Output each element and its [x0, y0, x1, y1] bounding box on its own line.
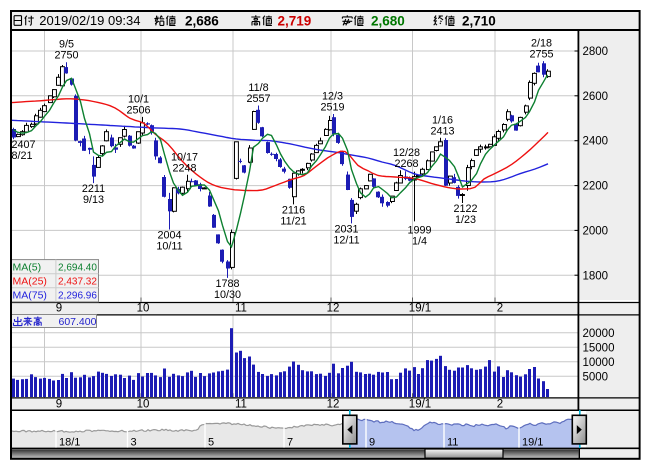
svg-text:9: 9	[56, 399, 62, 411]
svg-text:2413: 2413	[430, 125, 454, 137]
svg-text:2407: 2407	[12, 139, 36, 151]
svg-text:10: 10	[137, 399, 150, 411]
svg-text:1788: 1788	[215, 278, 239, 290]
svg-text:10000: 10000	[583, 357, 615, 369]
svg-text:2122: 2122	[453, 203, 477, 215]
svg-text:9/13: 9/13	[83, 194, 104, 206]
svg-text:8/21: 8/21	[12, 150, 33, 162]
svg-text:15000: 15000	[583, 342, 615, 354]
svg-text:MA(5): MA(5)	[13, 261, 42, 273]
svg-text:10/11: 10/11	[156, 241, 182, 253]
svg-text:2200: 2200	[583, 181, 609, 193]
svg-text:19/1: 19/1	[409, 399, 431, 411]
svg-text:1/23: 1/23	[455, 214, 476, 226]
svg-text:2755: 2755	[529, 49, 553, 61]
svg-text:12/11: 12/11	[333, 234, 359, 246]
svg-text:9: 9	[56, 302, 62, 314]
svg-text:5: 5	[208, 437, 214, 449]
svg-text:1800: 1800	[583, 270, 609, 282]
svg-text:10/17: 10/17	[171, 151, 198, 163]
svg-text:2019/02/19 09:34: 2019/02/19 09:34	[39, 13, 140, 28]
svg-text:1/16: 1/16	[432, 114, 453, 126]
svg-text:3: 3	[131, 437, 137, 449]
svg-text:11/8: 11/8	[248, 82, 268, 94]
svg-text:1999: 1999	[407, 225, 431, 237]
svg-text:607.400: 607.400	[59, 316, 97, 328]
svg-text:11: 11	[447, 437, 458, 449]
svg-text:2004: 2004	[157, 230, 181, 242]
svg-text:2519: 2519	[320, 102, 344, 114]
svg-text:2268: 2268	[394, 158, 418, 170]
svg-text:2248: 2248	[172, 162, 196, 174]
svg-text:2,686: 2,686	[185, 13, 219, 28]
svg-text:1/4: 1/4	[412, 236, 427, 248]
svg-text:2/18: 2/18	[531, 38, 552, 50]
svg-text:10: 10	[137, 302, 150, 314]
svg-text:20000: 20000	[583, 328, 615, 340]
svg-text:19/1: 19/1	[409, 302, 431, 314]
svg-text:12/3: 12/3	[322, 91, 343, 103]
svg-text:11: 11	[235, 399, 247, 411]
svg-text:7: 7	[287, 437, 293, 449]
svg-text:2: 2	[497, 302, 503, 314]
svg-text:2031: 2031	[334, 223, 358, 235]
svg-text:2600: 2600	[583, 91, 609, 103]
svg-text:9/5: 9/5	[59, 39, 74, 51]
svg-text:2,694.40: 2,694.40	[58, 262, 97, 273]
svg-text:2750: 2750	[54, 50, 78, 62]
svg-text:11/21: 11/21	[280, 215, 306, 227]
svg-text:MA(25): MA(25)	[13, 275, 47, 287]
svg-text:2,719: 2,719	[278, 13, 312, 28]
svg-text:2116: 2116	[282, 204, 305, 216]
svg-text:2,437.32: 2,437.32	[58, 276, 97, 287]
svg-text:2: 2	[497, 399, 503, 411]
svg-text:10/30: 10/30	[214, 289, 241, 301]
svg-text:2,680: 2,680	[371, 13, 405, 28]
svg-text:12/28: 12/28	[393, 147, 420, 159]
svg-text:19/1: 19/1	[522, 437, 543, 449]
svg-text:2211: 2211	[82, 183, 105, 195]
svg-text:2800: 2800	[583, 46, 609, 58]
svg-text:2557: 2557	[246, 93, 270, 105]
svg-text:12: 12	[327, 399, 340, 411]
svg-text:12: 12	[327, 302, 340, 314]
svg-text:2400: 2400	[583, 136, 609, 148]
svg-text:11: 11	[235, 302, 247, 314]
svg-text:2,710: 2,710	[462, 13, 496, 28]
svg-text:2000: 2000	[583, 225, 609, 237]
svg-text:MA(75): MA(75)	[13, 290, 47, 302]
svg-text:10/1: 10/1	[128, 93, 149, 105]
svg-text:5000: 5000	[583, 371, 609, 383]
svg-text:2506: 2506	[126, 104, 150, 116]
svg-text:18/1: 18/1	[59, 437, 80, 449]
svg-text:9: 9	[369, 437, 375, 449]
svg-text:2,296.96: 2,296.96	[58, 291, 97, 302]
